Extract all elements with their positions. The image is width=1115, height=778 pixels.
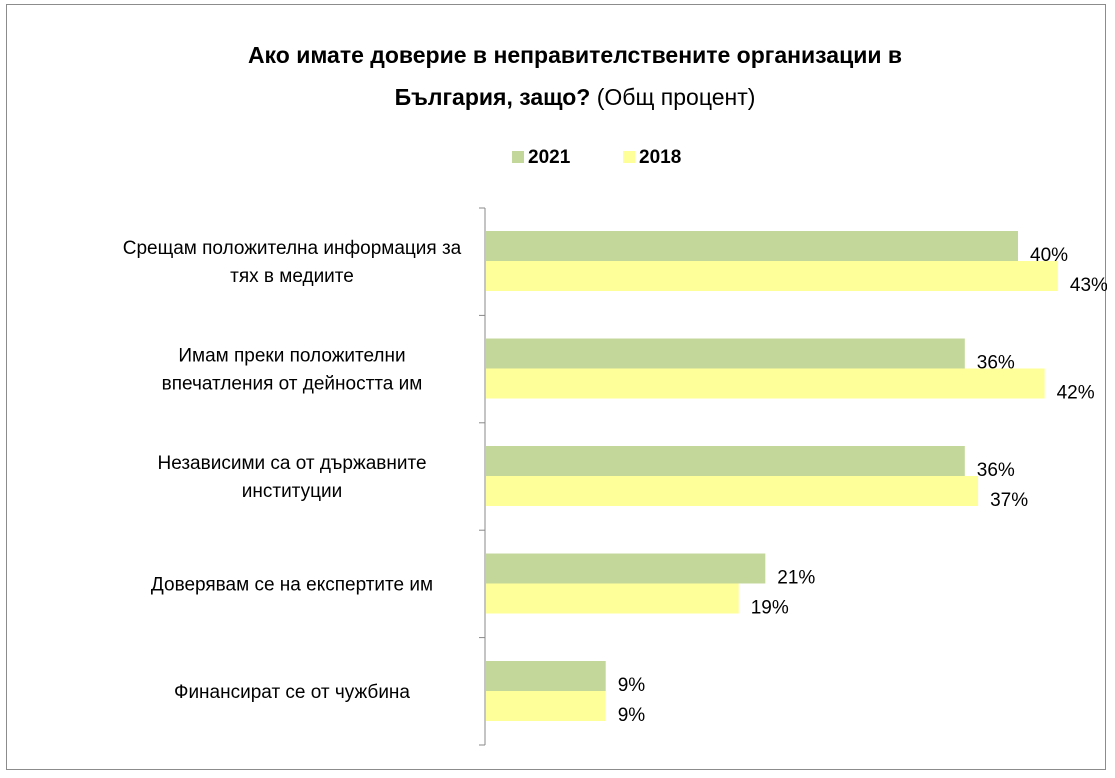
category-label: институции [242,481,342,502]
bar-2021 [486,661,606,691]
category-label: Независими са от държавните [157,453,426,474]
legend-swatch-2018 [623,151,635,163]
legend-label-2018: 2018 [639,147,681,168]
data-label-2021: 21% [777,568,815,589]
data-label-2018: 43% [1070,275,1107,296]
bar-2021 [486,553,766,584]
data-label-2021: 40% [1030,245,1068,266]
bar-2021 [486,231,1018,261]
chart-title-line-1: Ако имате доверие в неправителствените о… [248,42,902,68]
category-label: Доверявам се на експертите им [151,575,433,596]
chart-title-normal-part: (Общ процент) [590,84,755,110]
data-label-2021: 36% [977,460,1015,481]
chart-frame: Ако имате доверие в неправителствените о… [6,4,1107,770]
bar-2018 [486,691,606,721]
category-label: тях в медиите [230,266,354,287]
category-label: Финансират се от чужбина [174,682,410,703]
legend: 2021 2018 [512,147,681,168]
plot-area: 40% 36% 36% 21% 9% 43% 42% 37% 19% 9% [486,231,1107,726]
legend-swatch-2021 [512,151,524,163]
data-label-2021: 9% [618,675,646,696]
legend-label-2021: 2021 [528,147,571,168]
category-label: Срещам положителна информация за [123,238,462,259]
chart-title-line-2: България, защо? (Общ процент) [395,84,756,110]
category-axis: Срещам положителна информация за тях в ме… [123,207,486,746]
data-label-2018: 37% [990,490,1028,511]
bar-2018 [486,261,1058,291]
chart-title-bold-part: България, защо? [395,84,591,110]
data-label-2018: 19% [751,598,789,619]
data-label-2018: 42% [1057,383,1095,404]
category-label: Имам преки положителни [178,346,405,367]
bar-2018 [486,368,1045,399]
data-label-2021: 36% [977,353,1015,374]
chart-svg: Ако имате доверие в неправителствените о… [123,42,1107,746]
bar-2021 [486,446,965,476]
bar-2018 [486,583,739,614]
bar-2018 [486,476,979,506]
category-label: впечатления от дейността им [162,374,423,395]
bar-2021 [486,338,965,369]
data-label-2018: 9% [618,705,646,726]
